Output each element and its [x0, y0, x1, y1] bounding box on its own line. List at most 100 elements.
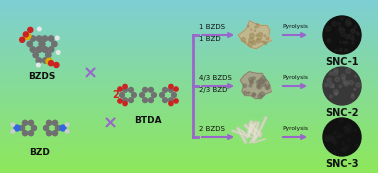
Circle shape [258, 26, 259, 27]
Circle shape [346, 19, 350, 24]
Circle shape [345, 80, 349, 84]
Circle shape [256, 39, 260, 43]
Circle shape [163, 98, 167, 103]
Circle shape [56, 125, 60, 131]
Text: 4/3 BZDS: 4/3 BZDS [199, 75, 232, 81]
Circle shape [30, 47, 36, 52]
Circle shape [28, 131, 34, 136]
Circle shape [152, 93, 156, 97]
Text: ×: × [82, 64, 98, 82]
Circle shape [28, 120, 34, 125]
Circle shape [339, 26, 342, 29]
Circle shape [123, 84, 127, 89]
Circle shape [336, 92, 338, 94]
Circle shape [334, 89, 338, 94]
Circle shape [338, 22, 341, 25]
Circle shape [342, 142, 345, 145]
Circle shape [346, 42, 348, 44]
Circle shape [122, 88, 127, 92]
Circle shape [248, 42, 253, 47]
Circle shape [36, 36, 42, 41]
Circle shape [11, 123, 14, 126]
Circle shape [347, 128, 351, 133]
Circle shape [345, 21, 350, 26]
Circle shape [132, 93, 136, 97]
Circle shape [65, 123, 69, 126]
Circle shape [330, 95, 332, 98]
Text: 1 BZD: 1 BZD [199, 36, 221, 42]
Circle shape [169, 88, 174, 92]
Circle shape [326, 26, 331, 31]
Circle shape [354, 88, 356, 90]
Circle shape [346, 69, 351, 74]
Circle shape [342, 148, 346, 152]
Circle shape [323, 16, 361, 54]
Circle shape [28, 27, 33, 32]
Circle shape [123, 101, 127, 106]
Circle shape [243, 84, 246, 88]
Circle shape [264, 35, 266, 37]
Circle shape [343, 41, 345, 44]
Circle shape [244, 91, 247, 94]
Circle shape [250, 80, 254, 84]
Circle shape [345, 130, 349, 134]
Circle shape [172, 93, 176, 97]
Circle shape [342, 81, 345, 84]
Circle shape [342, 28, 344, 30]
Circle shape [149, 88, 153, 92]
Circle shape [342, 77, 345, 80]
Circle shape [332, 85, 334, 88]
Circle shape [36, 47, 42, 52]
Circle shape [56, 51, 60, 54]
Circle shape [335, 49, 337, 52]
Circle shape [46, 131, 51, 136]
Circle shape [257, 84, 262, 89]
Circle shape [323, 118, 361, 156]
Text: SNC-3: SNC-3 [325, 159, 359, 169]
Circle shape [251, 29, 252, 30]
Circle shape [335, 77, 340, 82]
Circle shape [249, 78, 253, 81]
Circle shape [349, 22, 352, 25]
Circle shape [349, 80, 353, 85]
Circle shape [339, 134, 342, 137]
Circle shape [344, 127, 348, 131]
Text: BZD: BZD [29, 148, 50, 157]
Circle shape [48, 36, 54, 41]
Circle shape [250, 81, 253, 83]
Circle shape [42, 47, 48, 52]
Circle shape [355, 75, 356, 77]
Circle shape [163, 88, 167, 92]
Circle shape [341, 17, 343, 20]
Circle shape [42, 47, 48, 52]
Circle shape [348, 139, 350, 141]
Circle shape [53, 120, 57, 125]
Circle shape [334, 142, 336, 144]
Circle shape [339, 118, 343, 122]
Circle shape [328, 135, 333, 139]
Circle shape [339, 29, 342, 32]
Circle shape [249, 38, 254, 43]
Circle shape [341, 32, 345, 37]
Circle shape [25, 33, 31, 39]
Circle shape [247, 25, 249, 27]
Circle shape [345, 34, 350, 39]
Circle shape [257, 85, 260, 88]
Circle shape [255, 26, 257, 28]
Circle shape [120, 93, 124, 97]
Circle shape [169, 84, 173, 89]
Circle shape [14, 125, 20, 131]
Circle shape [46, 120, 51, 125]
Text: ×: × [102, 114, 118, 132]
Circle shape [337, 135, 339, 138]
Circle shape [174, 99, 178, 103]
Circle shape [256, 34, 259, 37]
Circle shape [257, 38, 259, 40]
Circle shape [260, 38, 262, 39]
Circle shape [356, 83, 360, 87]
Circle shape [351, 29, 355, 33]
Circle shape [54, 62, 59, 67]
Circle shape [36, 47, 42, 52]
Circle shape [129, 88, 133, 92]
Circle shape [253, 93, 255, 96]
